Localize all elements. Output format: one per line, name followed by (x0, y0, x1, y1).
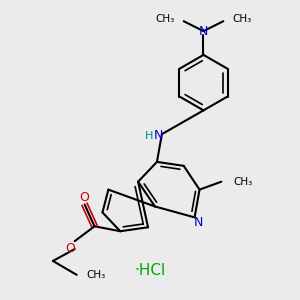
Text: CH₃: CH₃ (155, 14, 175, 24)
Text: CH₃: CH₃ (233, 177, 253, 187)
Text: N: N (194, 216, 203, 229)
Text: ·HCl: ·HCl (134, 263, 166, 278)
Text: O: O (65, 242, 75, 255)
Text: N: N (199, 25, 208, 38)
Text: CH₃: CH₃ (87, 270, 106, 280)
Text: N: N (154, 129, 164, 142)
Text: O: O (80, 191, 89, 204)
Text: CH₃: CH₃ (232, 14, 251, 24)
Text: H: H (145, 131, 153, 141)
